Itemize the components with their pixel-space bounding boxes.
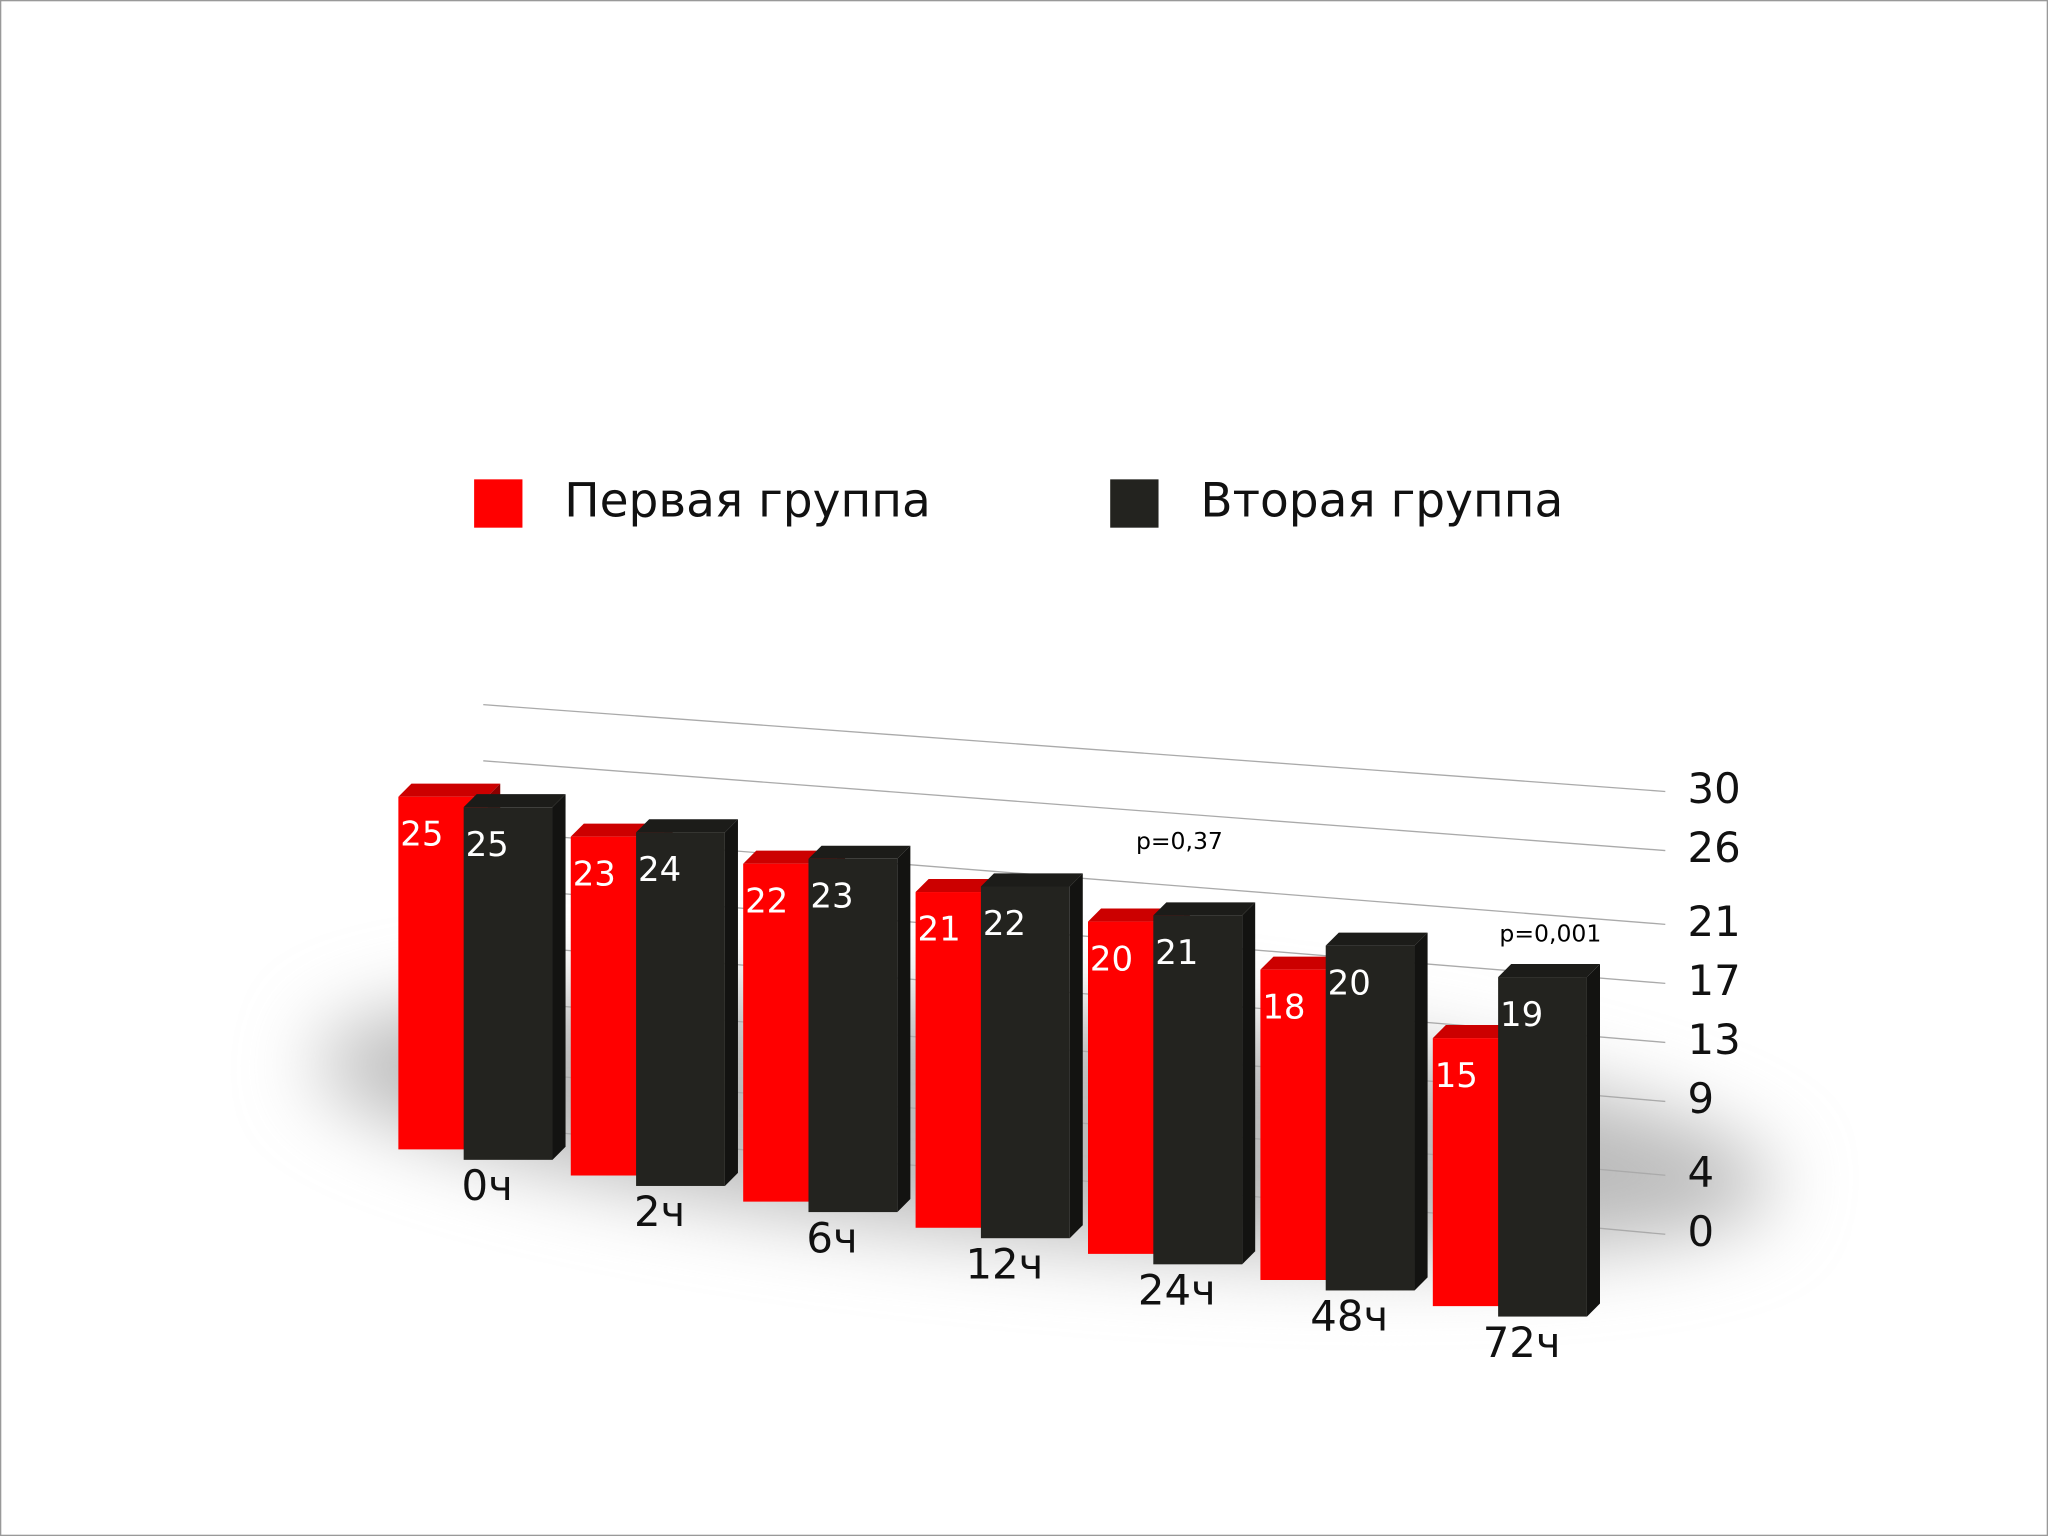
value-label: 18 bbox=[1262, 987, 1305, 1027]
value-label: 21 bbox=[1155, 933, 1198, 973]
bar-side bbox=[1586, 964, 1600, 1317]
y-tick-label: 30 bbox=[1688, 764, 1741, 813]
y-tick-label: 17 bbox=[1688, 956, 1741, 1005]
y-tick-label: 0 bbox=[1688, 1207, 1715, 1256]
value-label: 25 bbox=[466, 825, 509, 865]
value-label: 21 bbox=[918, 910, 961, 950]
y-tick-label: 4 bbox=[1688, 1148, 1715, 1197]
x-tick-label: 12ч bbox=[965, 1239, 1043, 1288]
value-label: 23 bbox=[810, 876, 853, 916]
value-label: 20 bbox=[1328, 963, 1371, 1003]
value-label: 15 bbox=[1435, 1056, 1478, 1096]
bar bbox=[980, 886, 1070, 1239]
bar bbox=[1153, 915, 1243, 1265]
bar bbox=[808, 858, 898, 1213]
bar-side bbox=[1069, 873, 1083, 1239]
legend-label: Первая группа bbox=[564, 474, 931, 529]
bar-top bbox=[398, 783, 501, 797]
y-tick-label: 26 bbox=[1688, 823, 1741, 872]
bar-top bbox=[1498, 964, 1600, 978]
x-tick-label: 24ч bbox=[1138, 1266, 1216, 1315]
grid-line bbox=[483, 704, 1666, 793]
bar-side bbox=[552, 794, 566, 1160]
bar-side bbox=[1242, 902, 1256, 1265]
value-label: 23 bbox=[573, 854, 616, 894]
bar-top bbox=[980, 873, 1083, 887]
bar bbox=[463, 807, 553, 1160]
x-tick-label: 0ч bbox=[462, 1161, 513, 1210]
bar bbox=[1325, 945, 1415, 1291]
x-tick-label: 6ч bbox=[806, 1213, 857, 1262]
annotation: p=0,001 bbox=[1499, 920, 1601, 948]
legend-label: Вторая группа bbox=[1200, 474, 1563, 529]
bar-top bbox=[636, 819, 738, 833]
value-label: 19 bbox=[1500, 995, 1543, 1035]
bar-side bbox=[724, 819, 738, 1186]
value-label: 20 bbox=[1090, 939, 1133, 979]
bar-top bbox=[463, 794, 566, 808]
annotation: p=0,37 bbox=[1136, 827, 1223, 855]
legend-swatch bbox=[1110, 479, 1159, 528]
value-label: 22 bbox=[745, 881, 788, 921]
legend-swatch bbox=[474, 479, 523, 528]
bar-top bbox=[1153, 902, 1256, 916]
value-label: 25 bbox=[400, 814, 443, 854]
x-tick-label: 48ч bbox=[1310, 1292, 1388, 1341]
y-tick-label: 21 bbox=[1688, 897, 1741, 946]
grid-line bbox=[483, 760, 1666, 852]
value-label: 24 bbox=[638, 850, 681, 890]
x-tick-label: 72ч bbox=[1483, 1318, 1561, 1367]
bar bbox=[636, 832, 725, 1186]
bar-top bbox=[808, 845, 911, 859]
x-tick-label: 2ч bbox=[634, 1187, 685, 1236]
value-label: 22 bbox=[983, 904, 1026, 944]
bar-top bbox=[1325, 932, 1428, 946]
y-tick-label: 13 bbox=[1688, 1015, 1741, 1064]
bar bbox=[1498, 977, 1587, 1317]
bar-side bbox=[1414, 932, 1428, 1291]
bar-side bbox=[897, 845, 911, 1213]
y-tick-label: 9 bbox=[1688, 1074, 1715, 1123]
